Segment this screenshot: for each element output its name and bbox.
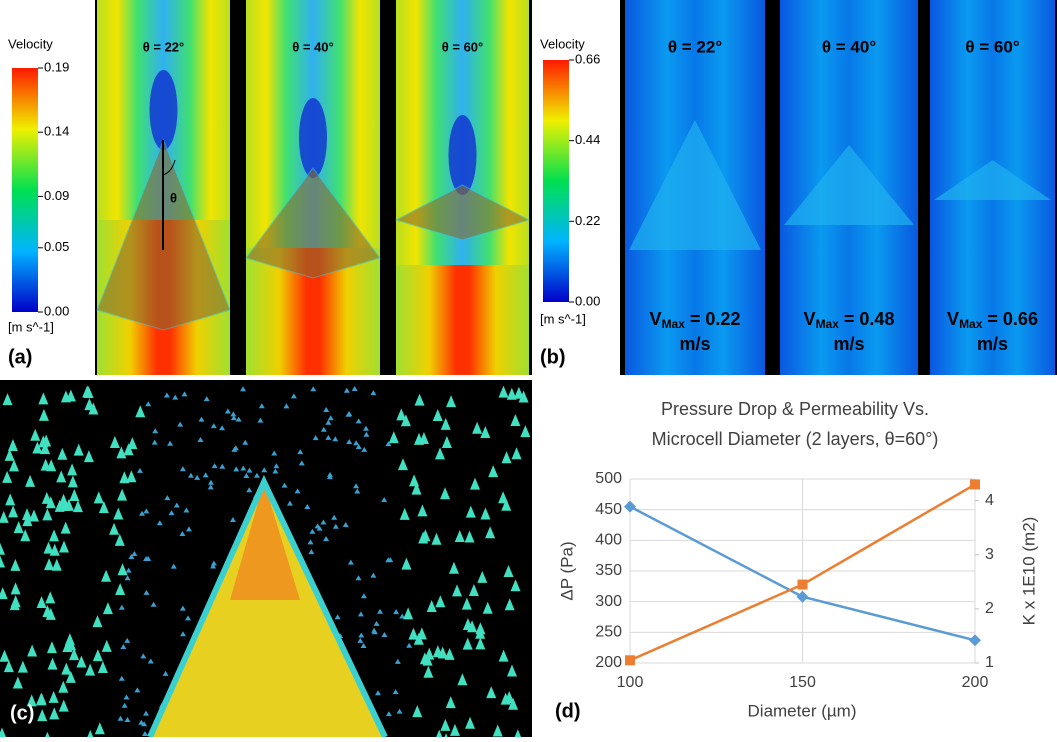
vmax-value: = 0.48 bbox=[844, 309, 895, 329]
colorbar-unit: [m s^-1] bbox=[540, 311, 586, 326]
figure: θ = 22° θ = 40° θ = 60° θ Velocity [m s^-1]… bbox=[0, 0, 1057, 737]
chart-title: Pressure Drop & Permeability Vs. bbox=[661, 399, 929, 419]
y2-tick-label: 3 bbox=[985, 546, 994, 563]
y2-tick-label: 2 bbox=[985, 600, 994, 617]
vmax-unit: m/s bbox=[977, 334, 1008, 354]
colorbar-tick-label: 0.19 bbox=[44, 59, 69, 74]
column-title: θ = 22° bbox=[143, 39, 185, 54]
colorbar-tick-label: 0.22 bbox=[575, 213, 600, 228]
x-tick-label: 100 bbox=[617, 674, 644, 691]
wake bbox=[299, 98, 327, 178]
panel-label: (c) bbox=[10, 702, 34, 724]
panel-label: (b) bbox=[540, 346, 566, 368]
y2-tick-label: 4 bbox=[985, 492, 994, 509]
y-tick-label: 450 bbox=[595, 501, 622, 518]
column-title: θ = 40° bbox=[292, 39, 334, 54]
vmax-subscript: Max bbox=[662, 317, 686, 331]
y-tick-label: 500 bbox=[595, 470, 622, 487]
y-tick-label: 200 bbox=[595, 654, 622, 671]
wake bbox=[150, 70, 178, 150]
colorbar-tick-label: 0.66 bbox=[575, 51, 600, 66]
colorbar-tick-label: 0.00 bbox=[44, 303, 69, 318]
column-title: θ = 60° bbox=[442, 39, 484, 54]
y2-axis-title: K x 1E10 (m2) bbox=[1019, 517, 1038, 626]
colorbar-tick-label: 0.09 bbox=[44, 188, 69, 203]
y-axis-title: ΔP (Pa) bbox=[557, 541, 576, 600]
vmax-value: = 0.22 bbox=[690, 309, 741, 329]
column-title: θ = 60° bbox=[965, 37, 1019, 56]
y-tick-label: 300 bbox=[595, 593, 622, 610]
colorbar-unit: [m s^-1] bbox=[8, 319, 54, 334]
vmax-unit: m/s bbox=[679, 334, 710, 354]
vmax-value: = 0.66 bbox=[987, 309, 1038, 329]
colorbar-tick-label: 0.05 bbox=[44, 239, 69, 254]
column-title: θ = 22° bbox=[668, 37, 722, 56]
vmax-subscript: Max bbox=[959, 317, 983, 331]
vmax-subscript: Max bbox=[816, 317, 840, 331]
panel-label: (a) bbox=[8, 346, 32, 368]
x-tick-label: 150 bbox=[789, 674, 816, 691]
colorbar-a bbox=[12, 68, 38, 312]
wake bbox=[449, 115, 477, 195]
colorbar-tick-label: 0.44 bbox=[575, 132, 600, 147]
panel-b-columns: θ = 22°VMax= 0.22m/sθ = 40°VMax= 0.48m/s… bbox=[625, 0, 1055, 375]
flow-core bbox=[396, 265, 529, 375]
angle-label: θ bbox=[170, 190, 177, 205]
vmax-symbol: V bbox=[947, 309, 959, 329]
vmax-symbol: V bbox=[804, 309, 816, 329]
y-tick-label: 350 bbox=[595, 562, 622, 579]
chart-title: Microcell Diameter (2 layers, θ=60°) bbox=[652, 429, 939, 449]
x-tick-label: 200 bbox=[962, 674, 989, 691]
column-title: θ = 40° bbox=[822, 37, 876, 56]
y2-tick-label: 1 bbox=[985, 654, 994, 671]
colorbar-tick-label: 0.00 bbox=[575, 293, 600, 308]
page: θ = 22° θ = 40° θ = 60° θ Velocity [m s^-1]… bbox=[0, 0, 1057, 742]
marker bbox=[625, 655, 635, 665]
marker bbox=[798, 580, 808, 590]
y-tick-label: 250 bbox=[595, 624, 622, 641]
marker bbox=[970, 479, 980, 489]
vmax-symbol: V bbox=[650, 309, 662, 329]
vmax-unit: m/s bbox=[833, 334, 864, 354]
colorbar-b bbox=[543, 60, 569, 302]
x-axis-title: Diameter (µm) bbox=[748, 701, 857, 720]
panel-label: (d) bbox=[555, 700, 581, 722]
y-tick-label: 400 bbox=[595, 532, 622, 549]
colorbar-tick-label: 0.14 bbox=[44, 124, 69, 139]
colorbar-title: Velocity bbox=[8, 36, 53, 51]
panel-a-columns: θ = 22° θ = 40° θ = 60° θ bbox=[97, 0, 529, 375]
colorbar-title: Velocity bbox=[540, 36, 585, 51]
